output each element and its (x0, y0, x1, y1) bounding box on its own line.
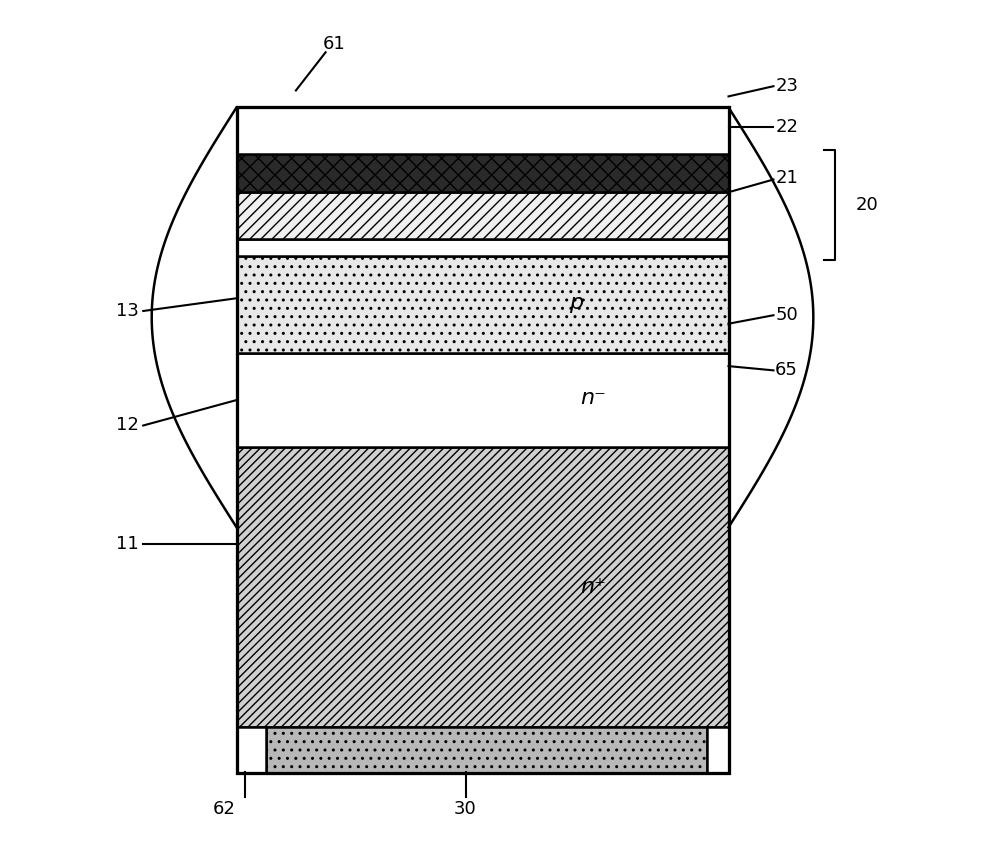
Text: 62: 62 (212, 800, 236, 818)
Text: 20: 20 (855, 196, 879, 214)
Bar (237, 353, 729, 447)
Text: n⁻: n⁻ (579, 387, 606, 408)
Bar (237, 154, 729, 192)
Text: 50: 50 (775, 306, 798, 324)
Bar (237, 192, 729, 239)
Text: 30: 30 (455, 800, 477, 818)
Bar (237, 107, 729, 774)
Bar (237, 239, 729, 256)
Text: 23: 23 (775, 77, 798, 95)
Bar (707, 727, 729, 774)
Text: 11: 11 (116, 535, 139, 553)
Text: 61: 61 (323, 35, 346, 53)
Text: 21: 21 (775, 168, 798, 187)
Text: 12: 12 (116, 416, 139, 435)
Text: 65: 65 (775, 362, 798, 380)
Bar (266, 727, 707, 774)
Text: n⁺: n⁺ (579, 577, 606, 597)
Bar (237, 727, 266, 774)
Text: 22: 22 (775, 118, 798, 136)
Bar (237, 256, 729, 353)
Text: p: p (569, 293, 583, 312)
Text: 13: 13 (116, 302, 139, 320)
Bar (237, 447, 729, 727)
